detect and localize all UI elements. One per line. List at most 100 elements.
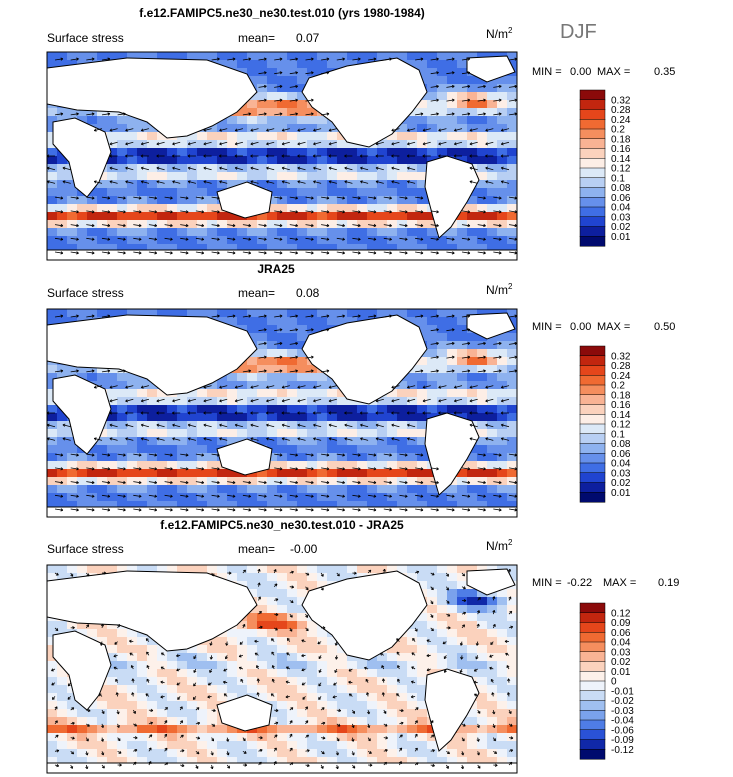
- field-cell: [457, 661, 468, 670]
- field-cell: [167, 757, 178, 766]
- vector-head: [76, 223, 79, 228]
- vector-head: [234, 385, 238, 389]
- field-cell: [487, 405, 498, 414]
- vector-head: [187, 154, 191, 158]
- field-cell: [197, 741, 208, 750]
- field-cell: [257, 397, 268, 406]
- field-cell: [497, 357, 508, 366]
- field-cell: [277, 413, 288, 422]
- vector-head: [389, 314, 392, 318]
- field-cell: [117, 164, 128, 173]
- stress-vector: [477, 237, 486, 240]
- field-cell: [297, 204, 308, 213]
- field-cell: [417, 485, 428, 494]
- vector-head: [295, 508, 298, 512]
- vector-head: [454, 385, 457, 389]
- field-cell: [407, 228, 418, 237]
- field-cell: [477, 749, 488, 758]
- field-cell: [147, 749, 158, 758]
- field-cell: [437, 501, 448, 510]
- vector-head: [263, 508, 267, 512]
- field-cell: [437, 365, 448, 374]
- stress-vector: [305, 196, 314, 199]
- vector-head: [436, 341, 439, 346]
- field-cell: [317, 116, 328, 125]
- field-cell: [57, 733, 68, 742]
- field-cell: [387, 685, 398, 694]
- field-cell: [247, 52, 258, 61]
- stress-vector: [399, 210, 408, 213]
- field-cell: [477, 477, 488, 486]
- field-cell: [67, 309, 78, 318]
- vector-head: [310, 355, 314, 359]
- field-cell: [197, 653, 208, 662]
- stress-vector: [227, 315, 236, 318]
- field-cell: [287, 180, 298, 189]
- stress-vector: [461, 356, 470, 359]
- field-cell: [287, 84, 298, 93]
- stress-vector: [407, 167, 416, 171]
- field-cell: [457, 68, 468, 77]
- field-cell: [287, 693, 298, 702]
- field-cell: [277, 757, 288, 766]
- field-cell: [227, 661, 238, 670]
- stress-vector: [70, 224, 79, 227]
- field-cell: [417, 741, 428, 750]
- field-cell: [287, 140, 298, 149]
- field-cell: [477, 309, 488, 318]
- field-cell: [397, 124, 408, 133]
- field-cell: [477, 597, 488, 606]
- stress-vector: [188, 438, 196, 441]
- stress-vector: [242, 251, 251, 254]
- field-cell: [217, 493, 228, 502]
- vector-head: [467, 494, 471, 498]
- vector-head: [483, 237, 486, 241]
- field-cell: [387, 156, 398, 165]
- stress-vector: [242, 315, 251, 318]
- field-cell: [77, 501, 88, 510]
- stress-vector: [125, 181, 134, 184]
- field-cell: [277, 733, 288, 742]
- vector-head: [107, 112, 111, 116]
- field-cell: [217, 52, 228, 61]
- field-cell: [387, 172, 398, 181]
- field-cell: [317, 453, 328, 462]
- field-cell: [287, 52, 298, 61]
- field-cell: [267, 220, 278, 229]
- field-cell: [497, 693, 508, 702]
- stress-vector: [313, 438, 322, 441]
- stress-vector: [430, 237, 439, 240]
- field-cell: [247, 333, 258, 342]
- stress-vector: [352, 508, 361, 511]
- units-label: N/m2: [486, 282, 513, 297]
- vector-head: [123, 480, 126, 485]
- field-cell: [367, 757, 378, 766]
- vector-head: [76, 112, 79, 116]
- field-cell: [397, 421, 408, 430]
- field-cell: [377, 180, 388, 189]
- vector-head: [138, 453, 142, 457]
- field-cell: [297, 357, 308, 366]
- stress-vector: [109, 385, 118, 388]
- field-cell: [417, 661, 428, 670]
- stress-vector: [383, 453, 392, 456]
- field-cell: [157, 421, 168, 430]
- field-cell: [127, 164, 138, 173]
- field-cell: [127, 653, 138, 662]
- vector-head: [467, 314, 471, 318]
- vector-head: [373, 210, 377, 214]
- vector-head: [328, 154, 332, 158]
- field-cell: [317, 52, 328, 61]
- vector-head: [234, 142, 238, 146]
- field-cell: [397, 172, 408, 181]
- stress-vector: [328, 128, 337, 131]
- stress-vector: [368, 196, 377, 199]
- field-cell: [317, 493, 328, 502]
- field-cell: [177, 397, 188, 406]
- vector-head: [328, 411, 332, 415]
- continent-australia: [216, 438, 273, 476]
- field-cell: [147, 172, 158, 181]
- panel-model-header: f.e12.FAMIPC5.ne30_ne30.test.010 (yrs 19…: [47, 6, 675, 78]
- field-cell: [457, 156, 468, 165]
- field-cell: [337, 469, 348, 478]
